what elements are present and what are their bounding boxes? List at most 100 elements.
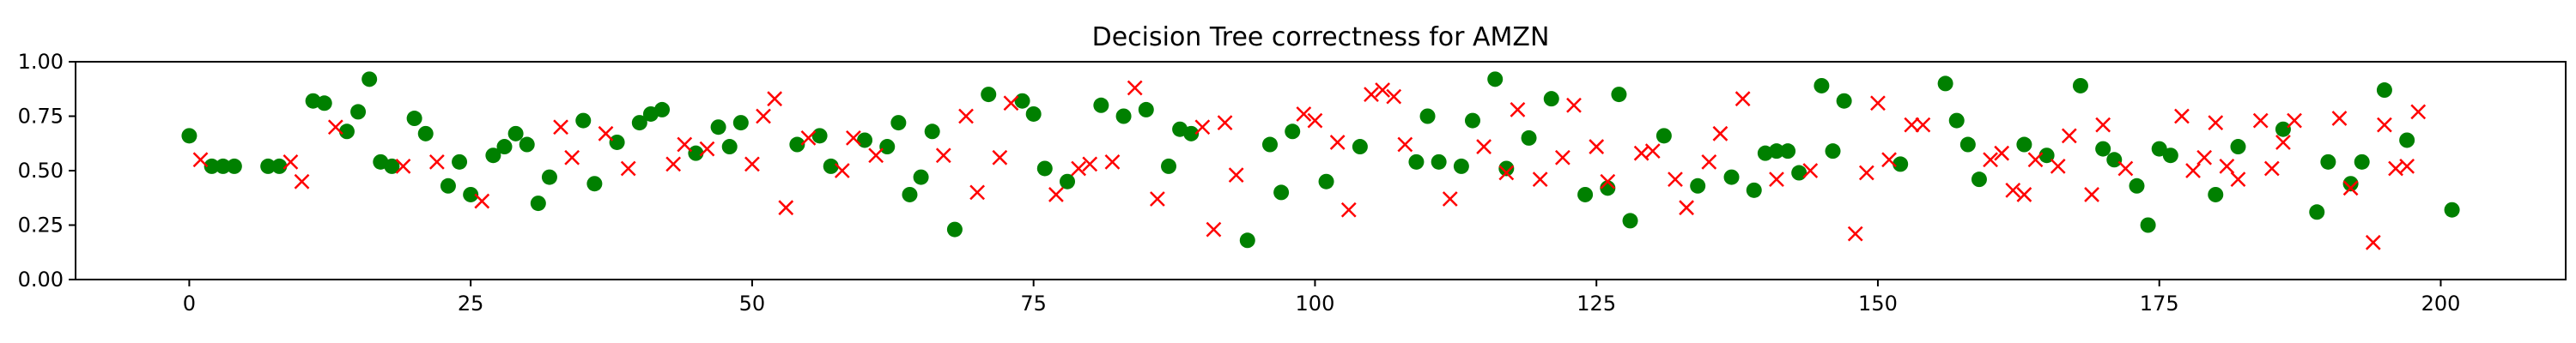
incorrect-point	[1498, 165, 1515, 181]
incorrect-point	[283, 153, 299, 170]
correct-point	[1814, 77, 1830, 93]
y-tick-label: 0.25	[18, 214, 64, 238]
correct-point	[1408, 153, 1425, 170]
correct-point	[1768, 143, 1784, 159]
incorrect-point	[699, 141, 715, 157]
correct-point	[1025, 105, 1042, 122]
correct-point	[575, 112, 592, 129]
correct-point	[1937, 75, 1953, 92]
correct-point	[721, 139, 738, 155]
x-tick-label: 125	[1577, 292, 1616, 316]
incorrect-point	[1600, 173, 1616, 190]
y-axis-ticks: 0.00 0.25 0.50 0.75 1.00	[18, 50, 76, 292]
correct-point	[1622, 213, 1638, 229]
correct-point	[181, 128, 197, 144]
incorrect-point	[1644, 143, 1661, 159]
incorrect-point	[1194, 119, 1211, 135]
incorrect-point	[2388, 160, 2403, 177]
incorrect-point	[1048, 187, 1064, 202]
x-tick-label: 100	[1296, 292, 1335, 316]
incorrect-point	[2016, 187, 2032, 202]
correct-point	[913, 169, 929, 185]
incorrect-point	[1915, 117, 1931, 133]
incorrect-point	[1386, 88, 1402, 105]
incorrect-point	[474, 193, 490, 209]
incorrect-point	[1003, 95, 1019, 111]
correct-point	[879, 139, 896, 155]
correct-point	[226, 158, 242, 174]
incorrect-point	[2005, 182, 2021, 198]
correct-point	[204, 158, 220, 174]
correct-point	[2354, 153, 2370, 170]
incorrect-point	[1082, 156, 1098, 172]
correct-point	[316, 95, 332, 111]
correct-point	[1577, 186, 1594, 202]
x-tick-label: 25	[458, 292, 484, 316]
correct-point	[688, 145, 704, 161]
incorrect-point	[2377, 117, 2392, 133]
incorrect-point	[1566, 97, 1582, 113]
correct-point	[417, 125, 434, 141]
incorrect-point	[2365, 234, 2381, 250]
incorrect-point	[1127, 80, 1143, 96]
data-points	[181, 71, 2460, 250]
y-tick-label: 0.00	[18, 268, 64, 292]
incorrect-point	[1476, 139, 1492, 154]
correct-point	[2129, 178, 2145, 194]
correct-point	[2320, 153, 2336, 170]
correct-point	[2140, 217, 2156, 233]
correct-point	[2162, 147, 2178, 164]
correct-point	[1239, 232, 1255, 249]
incorrect-point	[744, 156, 760, 172]
incorrect-point	[1994, 145, 2010, 161]
correct-point	[2230, 139, 2246, 155]
incorrect-point	[1510, 101, 1526, 117]
correct-point	[1611, 87, 1627, 103]
correct-point	[1161, 158, 1177, 174]
correct-point	[902, 186, 918, 202]
incorrect-point	[2410, 104, 2427, 120]
correct-point	[338, 123, 355, 140]
incorrect-point	[969, 184, 986, 201]
incorrect-point	[1364, 87, 1379, 102]
correct-point	[1690, 178, 1706, 194]
incorrect-point	[395, 159, 411, 174]
incorrect-point	[756, 108, 771, 124]
correct-point	[1262, 136, 1279, 153]
correct-point	[1521, 129, 1537, 146]
incorrect-point	[2027, 152, 2044, 168]
correct-point	[2072, 77, 2088, 93]
incorrect-point	[327, 119, 343, 135]
incorrect-point	[2219, 159, 2235, 174]
correct-point	[406, 111, 422, 127]
incorrect-point	[1668, 172, 1683, 188]
correct-point	[1543, 91, 1559, 107]
incorrect-point	[2174, 108, 2190, 124]
incorrect-point	[935, 147, 951, 164]
correct-point	[1036, 160, 1053, 177]
incorrect-point	[294, 173, 310, 190]
incorrect-point	[2061, 128, 2077, 144]
incorrect-point	[2095, 117, 2111, 133]
incorrect-point	[1206, 221, 1222, 238]
correct-point	[1487, 71, 1504, 87]
correct-point	[1115, 108, 1132, 124]
incorrect-point	[1296, 106, 1312, 122]
incorrect-point	[1858, 165, 1874, 181]
correct-point	[496, 139, 513, 155]
incorrect-point	[1881, 152, 1897, 168]
correct-point	[2309, 204, 2325, 220]
incorrect-point	[192, 152, 209, 168]
incorrect-point	[1701, 153, 1717, 170]
incorrect-point	[598, 125, 614, 141]
correct-point	[2399, 132, 2415, 148]
correct-point	[1419, 108, 1436, 124]
x-tick-label: 200	[2421, 292, 2461, 316]
correct-point	[1138, 101, 1154, 117]
correct-point	[1825, 143, 1841, 159]
correct-point	[1780, 143, 1796, 159]
correct-point	[2095, 141, 2111, 157]
incorrect-point	[1329, 135, 1346, 150]
incorrect-point	[1554, 149, 1571, 165]
